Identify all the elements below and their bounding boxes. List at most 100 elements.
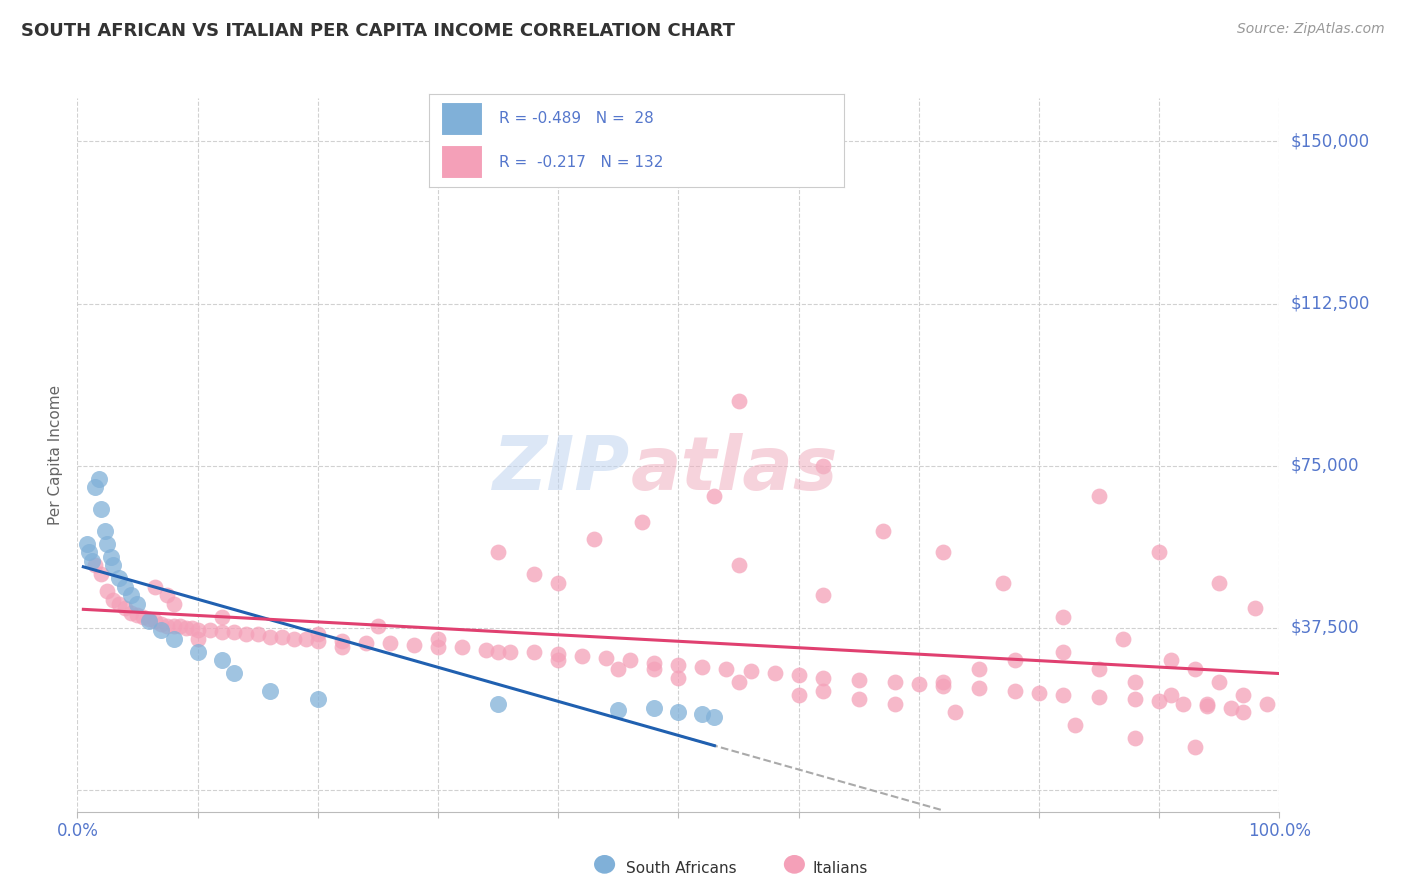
Point [1052,645,1074,659]
Point [643,656,665,670]
Point [668,671,690,685]
Point [883,697,905,711]
Point [908,677,931,691]
Text: R =  -0.217   N = 132: R = -0.217 N = 132 [499,154,664,169]
Point [583,533,606,547]
Point [307,692,329,706]
Point [259,683,281,698]
Point [186,623,209,637]
Point [967,662,990,676]
Point [1256,697,1278,711]
Point [787,688,810,702]
Point [1160,653,1182,667]
Point [943,705,966,719]
Point [90,502,112,516]
Point [259,630,281,644]
Point [427,640,450,655]
Point [1244,601,1267,615]
Point [283,632,305,646]
Point [114,601,136,615]
Point [1028,686,1050,700]
Point [848,692,870,706]
Point [475,642,498,657]
Point [84,558,107,573]
Text: Italians: Italians [813,861,868,876]
Point [811,683,834,698]
Point [162,632,184,646]
Text: $150,000: $150,000 [1291,132,1369,151]
Point [1208,575,1230,590]
Point [1088,690,1111,705]
Point [90,566,112,581]
Point [96,536,118,550]
Point [162,597,184,611]
Point [120,589,142,603]
Point [156,619,179,633]
Point [211,653,233,667]
Point [108,597,131,611]
Point [162,619,184,633]
Point [138,615,160,629]
Point [138,612,160,626]
Point [330,640,353,655]
Point [1052,688,1074,702]
Point [80,554,103,568]
Point [145,580,167,594]
Bar [441,102,482,136]
Point [84,480,107,494]
Point [103,592,125,607]
Point [1197,698,1219,713]
Point [932,679,955,693]
Point [571,648,593,663]
Point [703,709,725,723]
Point [872,524,894,538]
Point [96,584,118,599]
Point [1004,653,1026,667]
Point [211,625,233,640]
Point [811,458,834,473]
Point [1184,739,1206,754]
Point [427,632,450,646]
Point [607,662,630,676]
Point [1232,705,1254,719]
Point [402,638,425,652]
Point [619,653,641,667]
Point [127,597,149,611]
Point [486,645,509,659]
Point [246,627,269,641]
Point [811,671,834,685]
Point [631,515,654,529]
Point [1197,697,1219,711]
Point [595,651,617,665]
Point [145,615,167,629]
Point [692,707,714,722]
Point [643,662,665,676]
Text: R = -0.489   N =  28: R = -0.489 N = 28 [499,112,654,127]
Point [120,606,142,620]
Text: $37,500: $37,500 [1291,619,1360,637]
Point [1123,675,1146,690]
Point [883,675,905,690]
Point [186,645,209,659]
Point [294,632,316,646]
Point [967,681,990,696]
Point [787,668,810,682]
Point [169,619,191,633]
Point [547,575,569,590]
Point [307,633,329,648]
Text: ZIP: ZIP [494,433,630,506]
Point [932,675,955,690]
Point [499,645,522,659]
Point [222,666,245,681]
Point [156,589,179,603]
Point [378,636,401,650]
Point [668,705,690,719]
Point [811,589,834,603]
Point [486,545,509,559]
Point [523,566,546,581]
Point [186,632,209,646]
Point [740,664,762,678]
Point [727,675,749,690]
Text: South Africans: South Africans [626,861,737,876]
Point [727,393,749,408]
